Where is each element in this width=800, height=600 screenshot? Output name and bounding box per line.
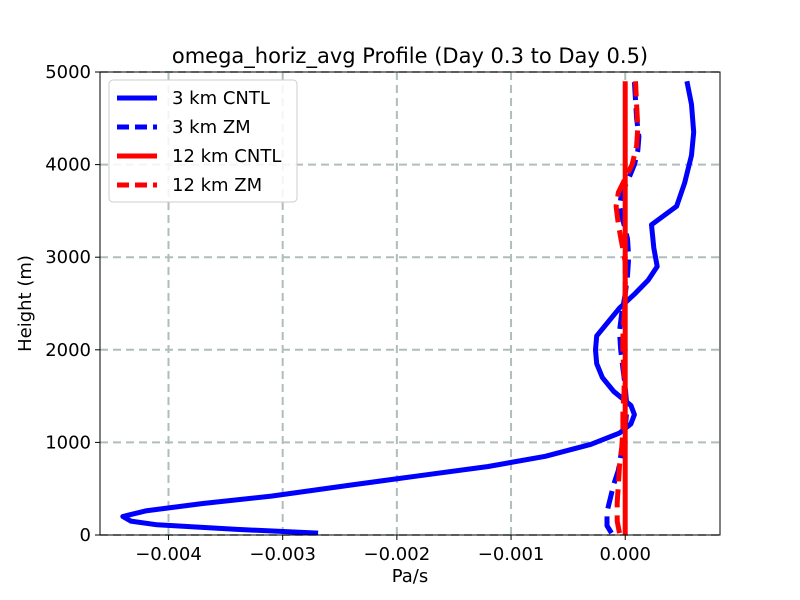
x-tick-label: −0.004 (135, 544, 202, 565)
y-tick-label: 2000 (45, 340, 91, 361)
x-tick-label: −0.002 (364, 544, 431, 565)
legend-label: 3 km ZM (172, 117, 251, 138)
y-tick-label: 0 (80, 525, 91, 546)
series-line-3-km-cntl (120, 80, 697, 536)
y-tick-label: 4000 (45, 155, 91, 176)
plot-frame (99, 71, 721, 536)
legend-label: 12 km CNTL (172, 146, 281, 167)
chart-title: omega_horiz_avg Profile (Day 0.3 to Day … (172, 44, 648, 69)
y-tick-label: 5000 (45, 62, 91, 83)
series-line-12-km-zm (613, 81, 641, 534)
x-tick-label: −0.003 (249, 544, 316, 565)
legend: 3 km CNTL 3 km ZM 12 km CNTL 12 km ZM (108, 79, 298, 203)
x-tick-label: 0.000 (599, 544, 651, 565)
x-axis-label: Pa/s (392, 566, 429, 587)
y-tick-label: 1000 (45, 432, 91, 453)
x-tick-label: −0.001 (478, 544, 545, 565)
legend-label: 3 km CNTL (172, 88, 270, 109)
y-axis-label: Height (m) (15, 255, 36, 352)
y-tick-label: 3000 (45, 247, 91, 268)
ticks: −0.004 −0.003 −0.002 −0.001 0.000 0 1000 2000 30… (45, 62, 651, 565)
series-layer (120, 80, 697, 536)
legend-label: 12 km ZM (172, 175, 262, 196)
legend-box (108, 79, 298, 203)
